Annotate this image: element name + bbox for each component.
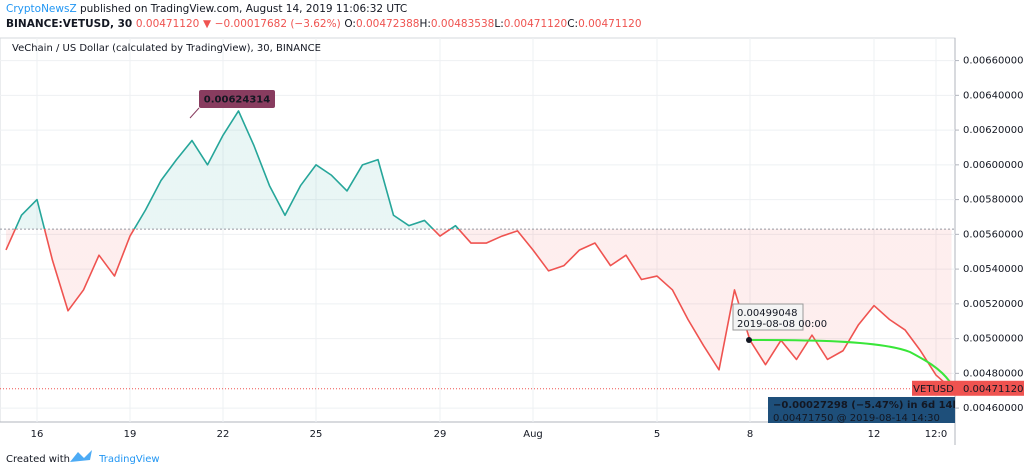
ohlc-value: 0.00483538 bbox=[431, 18, 494, 30]
footer: Created with TradingView bbox=[6, 454, 160, 465]
ohlc-label: O: bbox=[344, 18, 356, 30]
published: published on TradingView.com, August 14,… bbox=[80, 3, 407, 15]
measure-bg bbox=[768, 397, 955, 423]
ohlc-label: C: bbox=[567, 18, 578, 30]
y-tick-label: 0.00480000 bbox=[963, 368, 1023, 379]
x-tick-label: Aug bbox=[523, 429, 543, 440]
anchor-point bbox=[746, 337, 752, 343]
ohlc-label: L: bbox=[494, 18, 503, 30]
x-tick-label: 12 bbox=[868, 429, 881, 440]
y-tick-label: 0.00560000 bbox=[963, 229, 1023, 240]
x-axis: 16 19 22 25 29 Aug 5 8 12 12:0 bbox=[31, 429, 948, 440]
symbol: BINANCE:VETUSD, 30 bbox=[6, 18, 132, 30]
chart-title: VeChain / US Dollar (calculated by Tradi… bbox=[12, 43, 321, 54]
change-arrow: ▼ bbox=[203, 18, 212, 30]
y-tick-label: 0.00600000 bbox=[963, 160, 1023, 171]
x-tick-label: 22 bbox=[217, 429, 230, 440]
x-tick-label: 19 bbox=[124, 429, 137, 440]
y-tick-label: 0.00620000 bbox=[963, 125, 1023, 136]
x-tick-label: 5 bbox=[654, 429, 660, 440]
x-tick-label: 12:0 bbox=[925, 429, 947, 440]
ohlc-label: H: bbox=[419, 18, 430, 30]
price-line bbox=[5, 110, 953, 390]
point-box bbox=[732, 303, 804, 331]
footer-brand[interactable]: TradingView bbox=[98, 454, 159, 465]
callout-text: 0.00624314 bbox=[204, 95, 270, 106]
y-tick-label: 0.00640000 bbox=[963, 90, 1023, 101]
last: 0.00471120 bbox=[136, 18, 199, 30]
x-tick-label: 16 bbox=[31, 429, 44, 440]
y-tick-label: 0.00580000 bbox=[963, 195, 1023, 206]
measure-sub: 0.00471750 @ 2019-08-14 14:30 bbox=[773, 413, 940, 424]
change: −0.00017682 (−3.62%) bbox=[215, 18, 341, 30]
projection-curve bbox=[748, 339, 951, 383]
x-tick-label: 8 bbox=[747, 429, 753, 440]
ohlc-value: 0.00471120 bbox=[578, 18, 641, 30]
ohlc-value: 0.00471120 bbox=[504, 18, 567, 30]
measure-text: −0.00027298 (−5.47%) in 6d 14h 30m bbox=[773, 400, 987, 411]
ohlc-value: 0.00472388 bbox=[356, 18, 419, 30]
last-price-label: 0.00471120 bbox=[963, 384, 1023, 395]
header-line: CryptoNewsZ published on TradingView.com… bbox=[6, 3, 407, 15]
y-tick-label: 0.00460000 bbox=[963, 403, 1023, 414]
series-tag: VETUSD bbox=[913, 384, 954, 395]
y-tick-label: 0.00540000 bbox=[963, 264, 1023, 275]
series-tag-bg bbox=[912, 380, 955, 396]
callout-box bbox=[199, 90, 275, 108]
point-time: 2019-08-08 00:00 bbox=[737, 319, 827, 330]
y-axis: 0.00460000 0.00480000 0.00500000 0.00520000… bbox=[955, 56, 1023, 414]
footer-prefix: Created with bbox=[6, 454, 70, 465]
point-callout: 0.00499048 2019-08-08 00:00 bbox=[732, 303, 951, 383]
x-tick-label: 29 bbox=[434, 429, 447, 440]
y-tick-label: 0.00520000 bbox=[963, 299, 1023, 310]
tv-logo bbox=[70, 450, 92, 462]
measure-box: −0.00027298 (−5.47%) in 6d 14h 30m 0.004… bbox=[768, 397, 987, 424]
last-price-bg bbox=[955, 380, 1024, 396]
publisher[interactable]: CryptoNewsZ bbox=[6, 3, 77, 15]
high-callout: 0.00624314 bbox=[189, 90, 275, 119]
area bbox=[6, 110, 952, 389]
point-value: 0.00499048 bbox=[737, 308, 797, 319]
x-tick-label: 25 bbox=[310, 429, 323, 440]
y-tick-label: 0.00500000 bbox=[963, 334, 1023, 345]
y-tick-label: 0.00660000 bbox=[963, 56, 1023, 67]
plot bbox=[0, 110, 955, 390]
symbol-line: BINANCE:VETUSD, 30 0.00471120 ▼ −0.00017… bbox=[6, 18, 642, 30]
callout-pointer bbox=[189, 107, 200, 119]
